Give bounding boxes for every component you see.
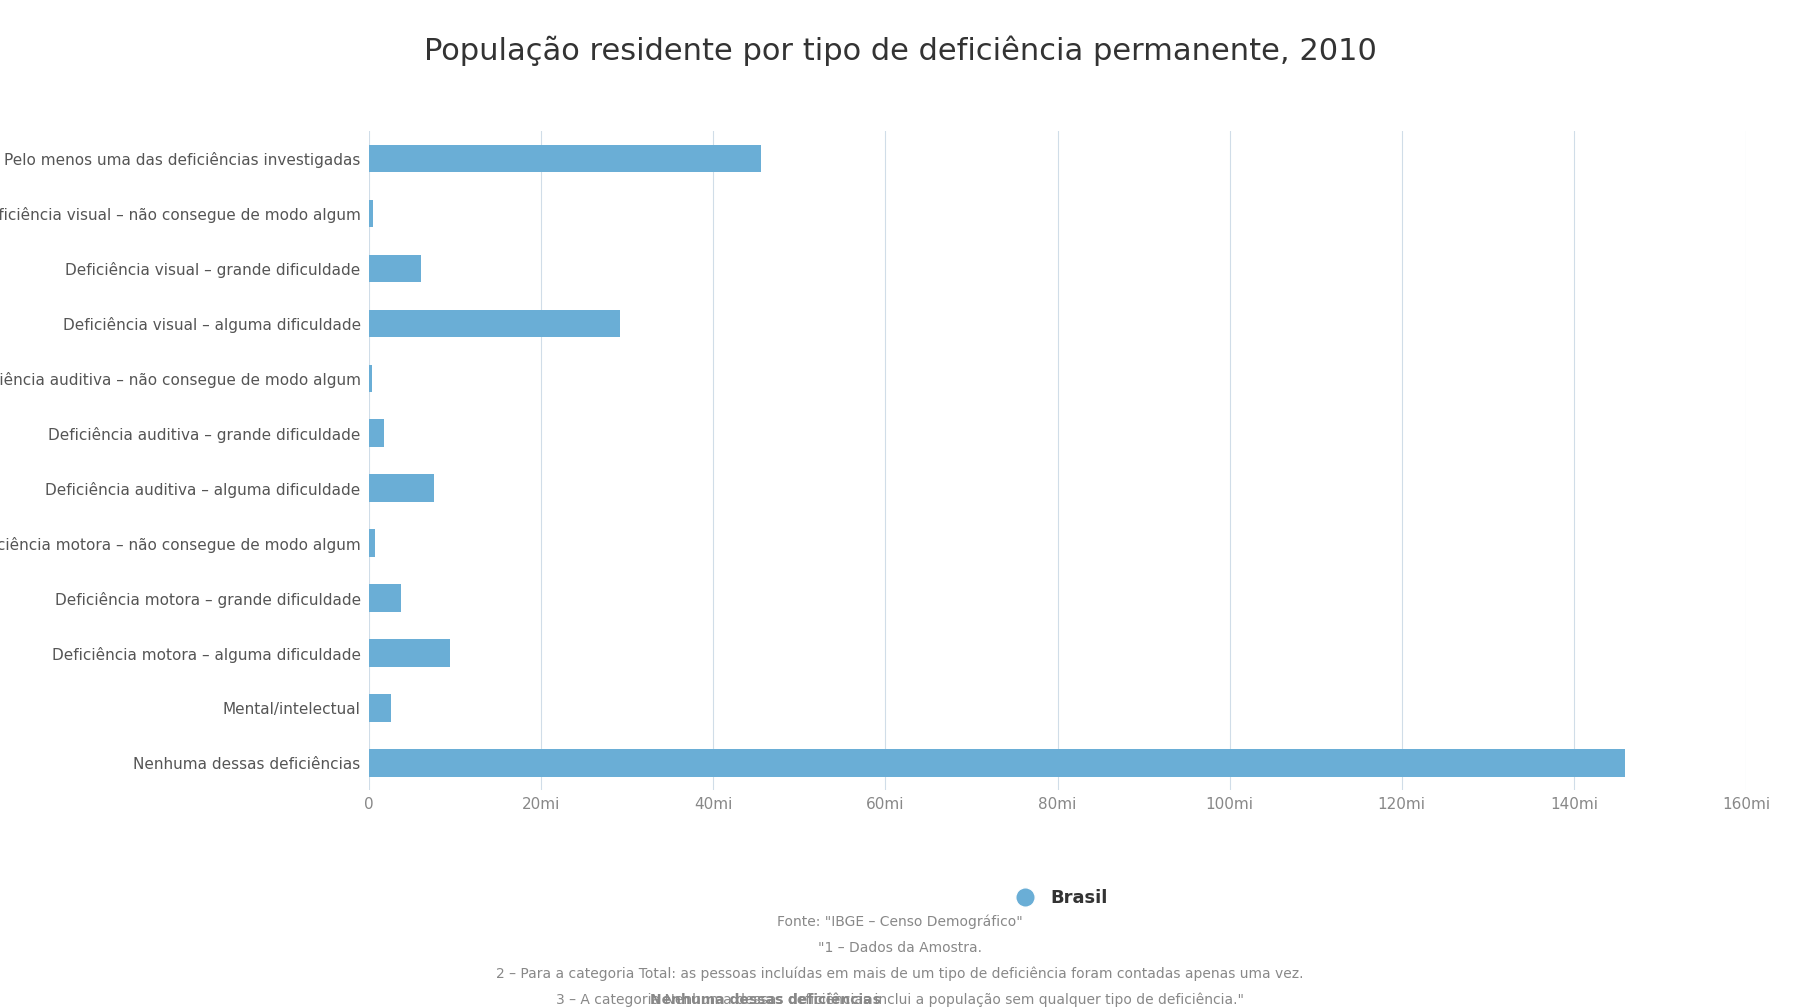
- Text: 2 – Para a categoria Total: as pessoas incluídas em mais de um tipo de deficiênc: 2 – Para a categoria Total: as pessoas i…: [497, 967, 1303, 981]
- Bar: [369, 199, 373, 228]
- Bar: [369, 145, 761, 172]
- Bar: [369, 365, 373, 392]
- Text: População residente por tipo de deficiência permanente, 2010: População residente por tipo de deficiên…: [423, 35, 1377, 65]
- Bar: [369, 420, 385, 447]
- Text: 3 – A categoria Nenhuma dessas deficiências inclui a população sem qualquer tipo: 3 – A categoria Nenhuma dessas deficiênc…: [556, 993, 1244, 1007]
- Text: "1 – Dados da Amostra.: "1 – Dados da Amostra.: [817, 941, 983, 955]
- Bar: [369, 694, 391, 722]
- Bar: [369, 584, 401, 612]
- Bar: [369, 530, 376, 557]
- Legend: Brasil: Brasil: [1001, 882, 1114, 914]
- Bar: [369, 255, 421, 282]
- Text: Nenhuma dessas deficiências: Nenhuma dessas deficiências: [650, 993, 880, 1007]
- Bar: [369, 639, 450, 667]
- Text: Fonte: "IBGE – Censo Demográfico": Fonte: "IBGE – Censo Demográfico": [778, 914, 1022, 928]
- Bar: [369, 474, 434, 501]
- Bar: [369, 749, 1625, 776]
- Bar: [369, 309, 621, 337]
